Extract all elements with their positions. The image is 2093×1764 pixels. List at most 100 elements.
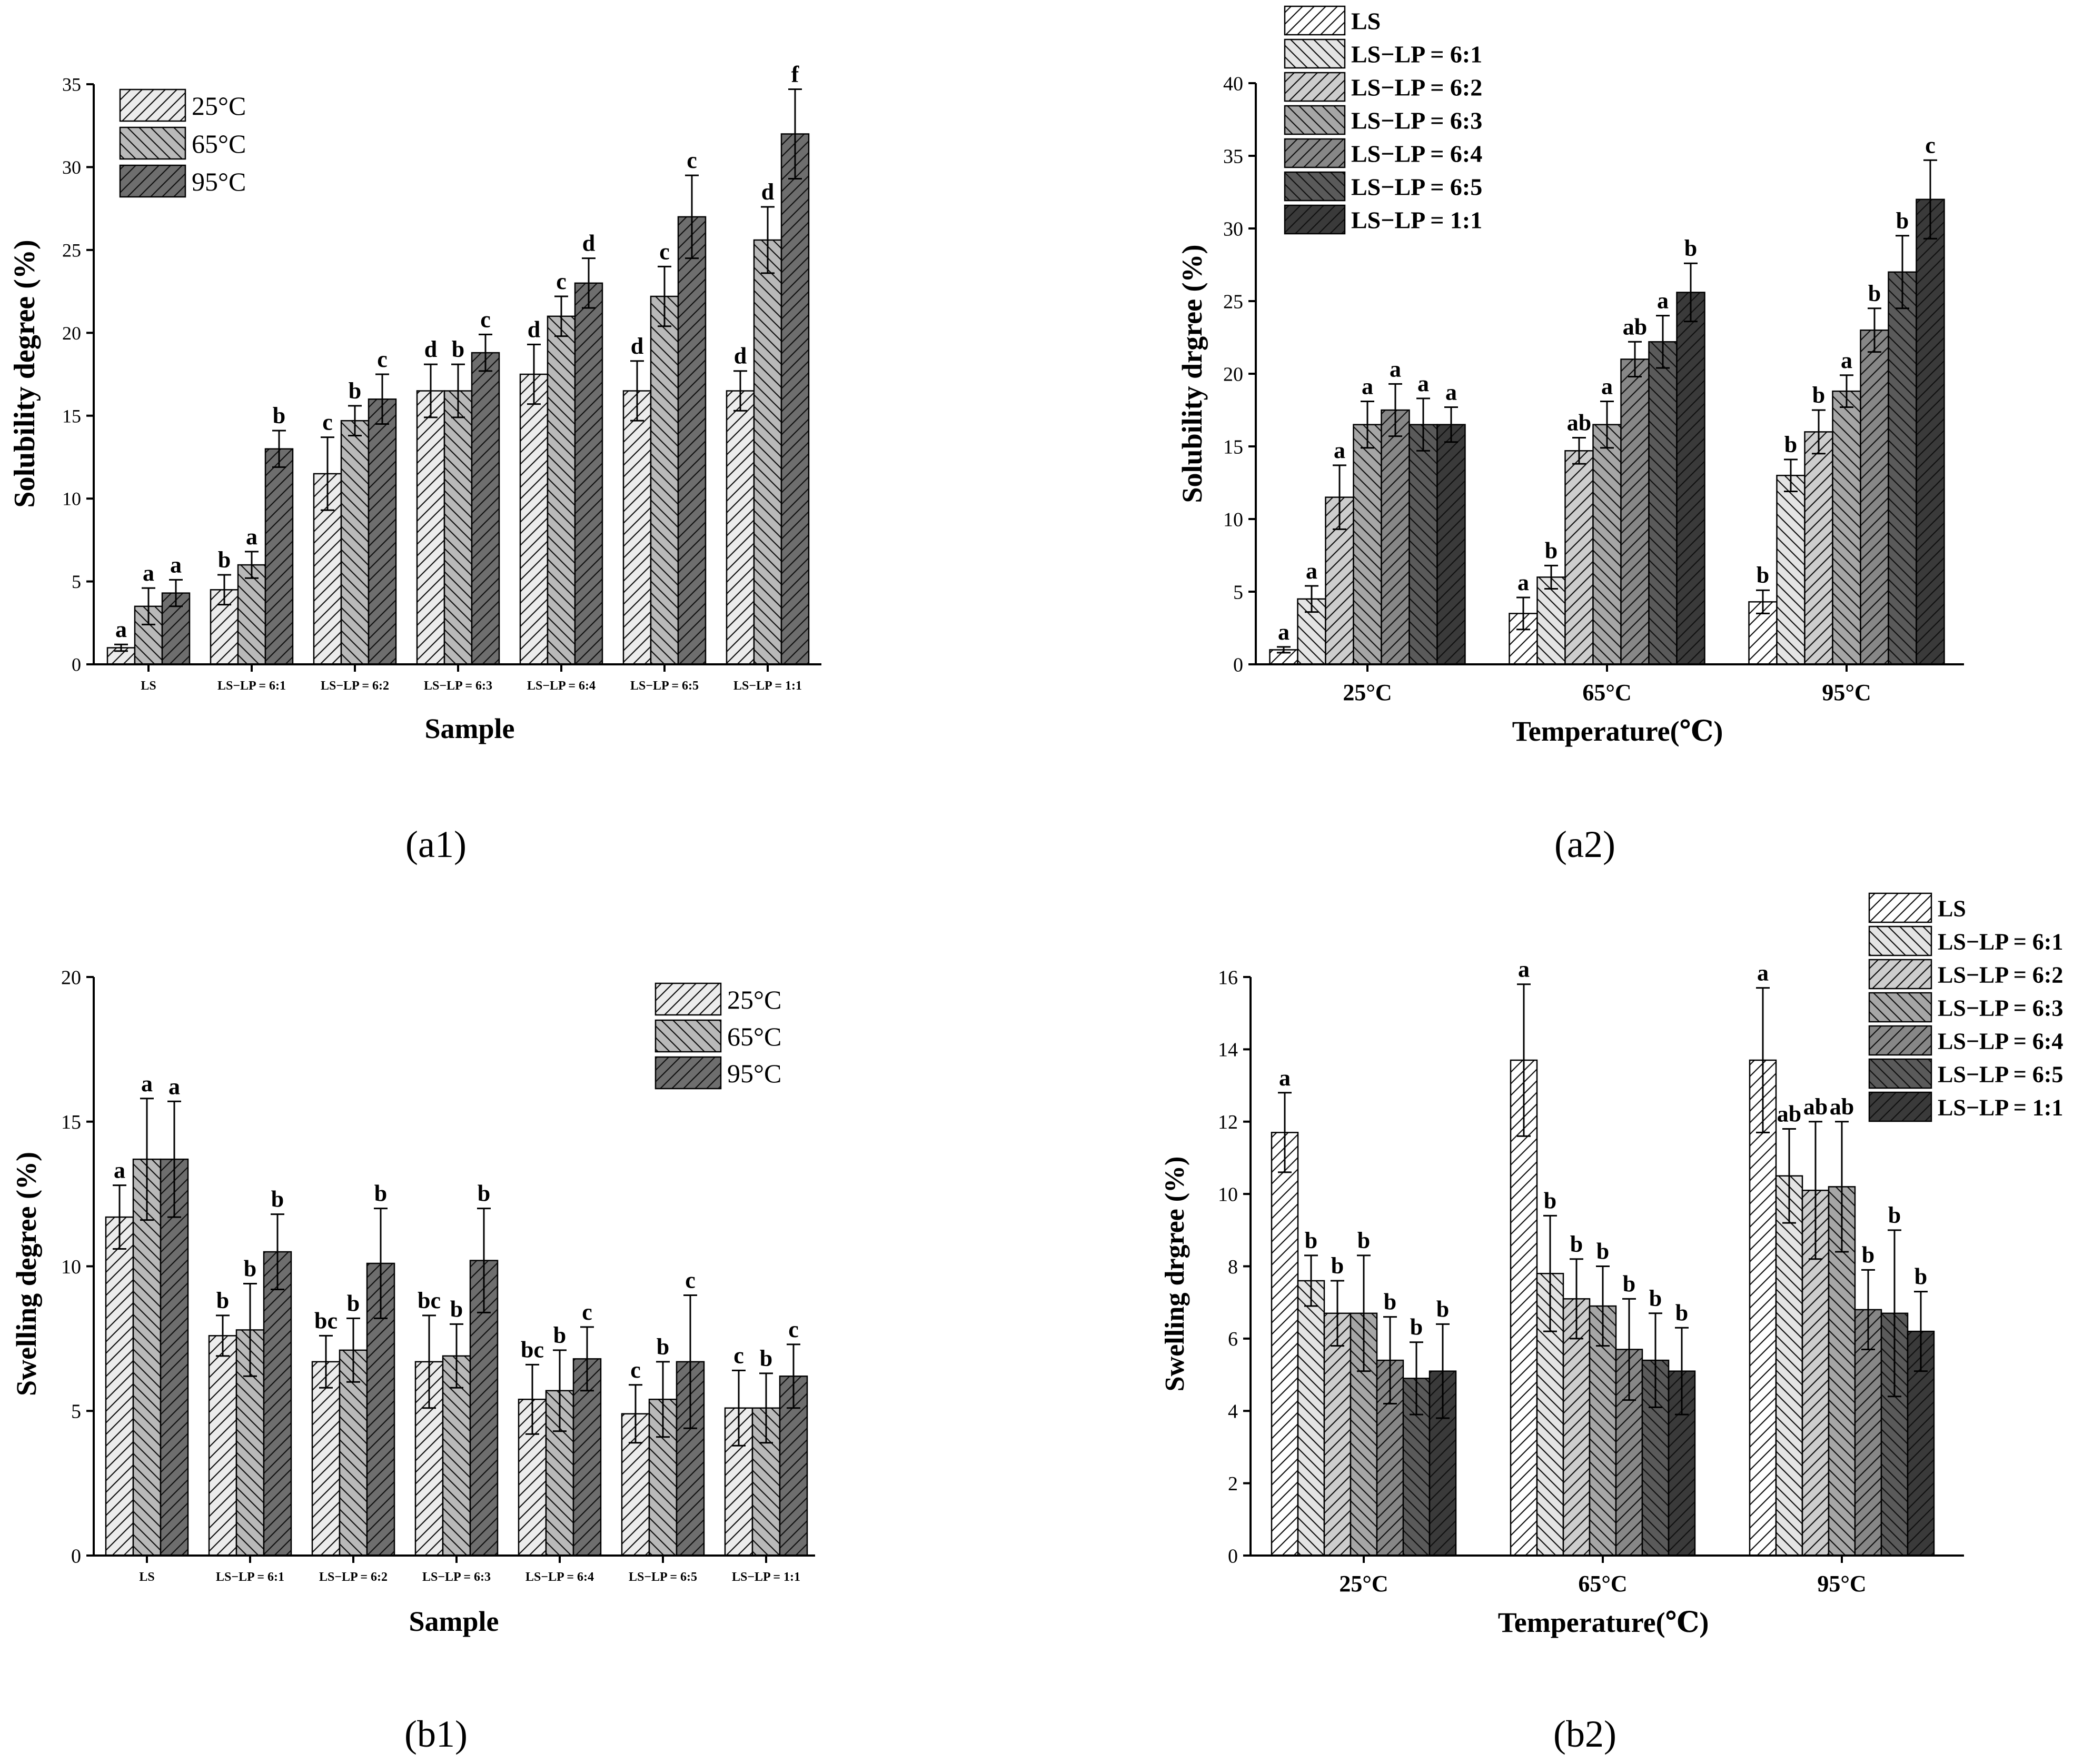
b1-x-tick-label: LS−LP = 6:1 (216, 1570, 284, 1584)
b2-error-bar (1304, 1254, 1318, 1307)
b1-x-tick-label: LS−LP = 6:5 (629, 1570, 697, 1584)
a2-legend-swatch (1284, 204, 1346, 235)
b2-error-bar (1835, 1121, 1849, 1253)
b2-legend-swatch (1868, 892, 1932, 923)
a2-error-bar (1305, 585, 1318, 613)
a1-error-bar (169, 579, 183, 607)
b1-significance-letter: b (347, 1290, 360, 1316)
a2-bar (1620, 358, 1650, 665)
b1-significance-letter: b (553, 1322, 566, 1348)
a1-bar (677, 216, 707, 665)
b1-y-axis-ticks: 0 5 10 15 20 LS LS−LP = 6:1 LS−LP = 6:2 LS−LP = … (61, 966, 800, 1584)
a1-significance-letter: b (218, 547, 231, 573)
b1-error-bar (656, 1361, 670, 1438)
b2-significance-letter: ab (1803, 1094, 1828, 1120)
b1-x-tick-label: LS−LP = 6:3 (422, 1570, 491, 1584)
b2-significance-letter: b (1888, 1202, 1901, 1228)
b2-bar (1854, 1309, 1882, 1557)
b2-significance-letter: b (1357, 1228, 1370, 1253)
a1-error-bar (733, 370, 747, 412)
b2-bar (1749, 1059, 1777, 1557)
a2-x-tick-label: 65°C (1582, 680, 1631, 705)
a1-significance-letter: d (761, 179, 774, 205)
a2-bar (1916, 198, 1945, 665)
b2-error-bar (1543, 1214, 1557, 1332)
b1-y-tick-label: 20 (61, 966, 81, 989)
a2-significance-letter: ab (1567, 410, 1591, 435)
a2-error-bar (1277, 646, 1291, 654)
b1-significance-letter: c (685, 1267, 696, 1293)
a2-legend-label: LS−LP = 6:3 (1351, 107, 1482, 134)
b1-legend-label: 65°C (727, 1022, 781, 1051)
a1-bar (264, 448, 294, 665)
b1-error-bar (629, 1384, 642, 1444)
a1-error-bar (348, 405, 362, 436)
b1-bar (311, 1361, 341, 1557)
b1-significance-letter: b (271, 1187, 284, 1212)
b1-significance-letter: bc (314, 1308, 338, 1333)
a1-x-tick-label: LS−LP = 6:5 (630, 679, 699, 693)
b2-error-bar (1809, 1121, 1822, 1260)
a2-significance-letter: b (1868, 281, 1881, 306)
a2-y-tick-label: 40 (1223, 73, 1243, 95)
a2-panel-label: (a2) (1554, 823, 1615, 865)
b1-y-tick-label: 15 (61, 1111, 81, 1133)
b2-significance-letter: a (1757, 960, 1769, 986)
b1-error-bar (113, 1184, 126, 1250)
a1-significance-letter: d (631, 333, 643, 359)
a2-significance-letter: b (1757, 562, 1769, 588)
b1-error-bar (243, 1282, 257, 1377)
a2-y-tick-label: 20 (1223, 363, 1243, 385)
b2-error-bar (1383, 1316, 1397, 1405)
a1-significance-letter: c (659, 238, 670, 264)
b2-legend-swatch (1868, 925, 1932, 956)
a1-legend-label: 25°C (192, 91, 246, 121)
b2-legend-label: LS−LP = 6:4 (1938, 1028, 2063, 1054)
b1-legend: 25°C 65°C 95°C (654, 982, 781, 1090)
a2-bar (1564, 450, 1594, 665)
a1-bar (780, 133, 810, 665)
a2-legend-label: LS−LP = 6:5 (1351, 174, 1482, 201)
a1-significance-letter: a (170, 552, 182, 577)
b2-significance-letter: b (1675, 1300, 1688, 1326)
a1-legend: 25°C 65°C 95°C (119, 88, 246, 198)
b1-error-bar (271, 1213, 284, 1290)
b2-y-tick-label: 8 (1228, 1256, 1238, 1278)
b2-legend-label: LS (1938, 895, 1966, 921)
a1-error-bar (554, 295, 568, 337)
b2-y-tick-label: 6 (1228, 1328, 1238, 1350)
a1-error-bar (479, 333, 492, 372)
a1-y-tick-label: 30 (62, 157, 81, 178)
a2-bar (1408, 424, 1438, 665)
b2-bar (1323, 1312, 1352, 1557)
b2-significance-letter: b (1410, 1314, 1423, 1340)
a2-significance-letter: a (1657, 288, 1669, 314)
a2-error-bar (1756, 589, 1770, 614)
a2-significance-letter: b (1896, 208, 1909, 234)
a2-legend-label: LS−LP = 6:4 (1351, 141, 1482, 167)
b2-significance-letter: b (1623, 1271, 1635, 1297)
a2-bar (1381, 409, 1410, 665)
b2-significance-letter: b (1305, 1228, 1317, 1253)
a1-legend-label: 65°C (192, 129, 246, 158)
b1-significance-letter: b (478, 1181, 490, 1207)
a2-significance-letter: a (1306, 558, 1317, 584)
b1-significance-letter: a (168, 1073, 180, 1099)
b1-y-tick-label: 0 (71, 1545, 81, 1567)
b2-significance-letter: b (1436, 1296, 1449, 1322)
a2-significance-letter: a (1362, 373, 1373, 399)
b1-error-bar (787, 1343, 800, 1409)
b2-significance-letter: a (1279, 1065, 1291, 1091)
a1-y-tick-label: 10 (62, 489, 81, 510)
b1-significance-letter: bc (521, 1337, 544, 1362)
b1-legend-label: 95°C (727, 1059, 781, 1088)
b2-error-bar (1675, 1327, 1689, 1416)
b2-legend-swatch (1868, 1058, 1932, 1089)
b2-y-tick-label: 0 (1228, 1545, 1238, 1567)
b1-significance-letter: c (788, 1317, 799, 1342)
b2-error-bar (1357, 1254, 1371, 1372)
b2-bar (1775, 1175, 1803, 1557)
a1-error-bar (114, 643, 128, 652)
a2-error-bar (1544, 564, 1558, 590)
